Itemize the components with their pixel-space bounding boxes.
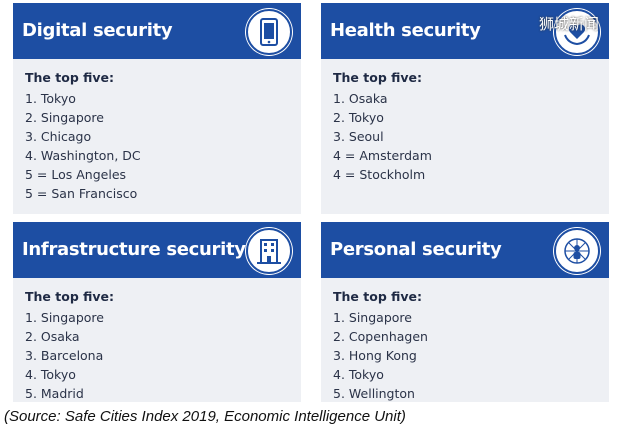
list-item: 5. Wellington bbox=[333, 386, 415, 401]
card-header: Health security bbox=[321, 3, 609, 59]
list-item: 5. Madrid bbox=[25, 386, 84, 401]
tablet-icon bbox=[246, 9, 292, 55]
list-item: 5 = Los Angeles bbox=[25, 167, 127, 182]
list-item: 1. Singapore bbox=[333, 310, 412, 325]
card-body: The top five: 1. Singapore 2. Copenhagen… bbox=[321, 278, 609, 411]
heart-hands-icon bbox=[554, 9, 600, 55]
list-item: 3. Hong Kong bbox=[333, 348, 417, 363]
rank-list: 1. Tokyo 2. Singapore 3. Chicago 4. Wash… bbox=[25, 89, 289, 203]
card-subtitle: The top five: bbox=[333, 70, 423, 85]
card-subtitle: The top five: bbox=[333, 289, 423, 304]
card-header: Personal security bbox=[321, 222, 609, 278]
list-item: 1. Singapore bbox=[25, 310, 104, 325]
card-title: Health security bbox=[330, 20, 481, 41]
card-title: Personal security bbox=[330, 239, 502, 260]
card-body: The top five: 1. Osaka 2. Tokyo 3. Seoul… bbox=[321, 59, 609, 192]
watermark-text: 狮城新闻 bbox=[538, 15, 599, 33]
rank-list: 1. Osaka 2. Tokyo 3. Seoul 4 = Amsterdam… bbox=[333, 89, 597, 184]
rank-list: 1. Singapore 2. Osaka 3. Barcelona 4. To… bbox=[25, 308, 289, 403]
list-item: 4 = Amsterdam bbox=[333, 148, 432, 163]
card-title: Digital security bbox=[22, 20, 173, 41]
card-personal-security: Personal security The top five: 1. Singa… bbox=[321, 222, 609, 402]
card-subtitle: The top five: bbox=[25, 289, 115, 304]
list-item: 4. Washington, DC bbox=[25, 148, 141, 163]
building-icon bbox=[246, 228, 292, 274]
list-item: 4 = Stockholm bbox=[333, 167, 426, 182]
card-header: Infrastructure security bbox=[13, 222, 301, 278]
card-health-security: Health security The top five: 1. Osaka 2… bbox=[321, 3, 609, 214]
card-body: The top five: 1. Tokyo 2. Singapore 3. C… bbox=[13, 59, 301, 211]
source-note: (Source: Safe Cities Index 2019, Economi… bbox=[4, 408, 406, 425]
card-digital-security: Digital security The top five: 1. Tokyo … bbox=[13, 3, 301, 214]
list-item: 3. Seoul bbox=[333, 129, 384, 144]
list-item: 5 = San Francisco bbox=[25, 186, 138, 201]
card-body: The top five: 1. Singapore 2. Osaka 3. B… bbox=[13, 278, 301, 411]
list-item: 2. Singapore bbox=[25, 110, 104, 125]
list-item: 2. Copenhagen bbox=[333, 329, 428, 344]
card-subtitle: The top five: bbox=[25, 70, 115, 85]
person-network-icon bbox=[554, 228, 600, 274]
list-item: 3. Barcelona bbox=[25, 348, 104, 363]
card-infrastructure-security: Infrastructure security The top five: 1.… bbox=[13, 222, 301, 402]
card-title: Infrastructure security bbox=[22, 239, 246, 260]
rank-list: 1. Singapore 2. Copenhagen 3. Hong Kong … bbox=[333, 308, 597, 403]
list-item: 4. Tokyo bbox=[333, 367, 384, 382]
list-item: 1. Osaka bbox=[333, 91, 388, 106]
list-item: 3. Chicago bbox=[25, 129, 92, 144]
list-item: 2. Tokyo bbox=[333, 110, 384, 125]
list-item: 2. Osaka bbox=[25, 329, 80, 344]
card-header: Digital security bbox=[13, 3, 301, 59]
list-item: 1. Tokyo bbox=[25, 91, 76, 106]
list-item: 4. Tokyo bbox=[25, 367, 76, 382]
